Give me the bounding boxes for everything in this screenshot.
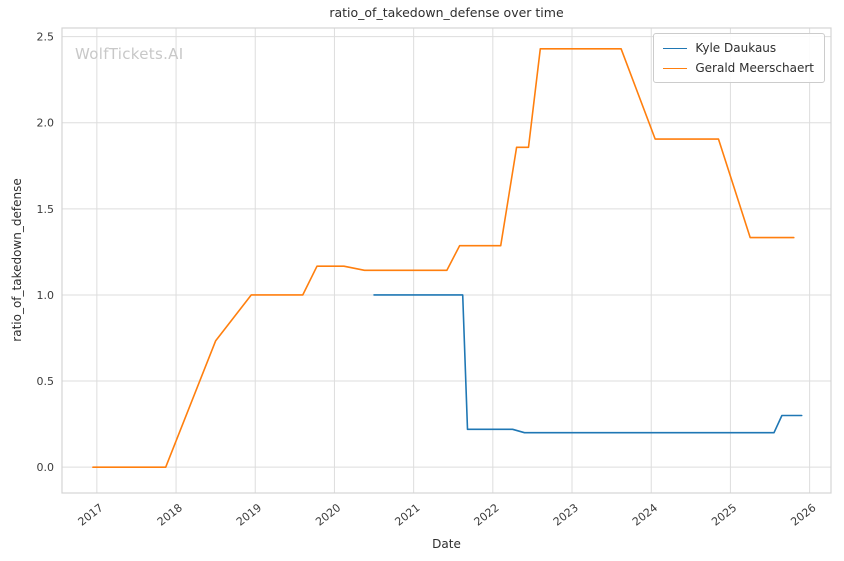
chart-title: ratio_of_takedown_defense over time — [329, 5, 564, 20]
watermark: WolfTickets.AI — [75, 45, 184, 63]
svg-text:2023: 2023 — [551, 501, 581, 528]
svg-text:2017: 2017 — [76, 501, 106, 528]
legend-label: Gerald Meerschaert — [695, 61, 814, 75]
legend-line-swatch-blue — [663, 47, 688, 49]
svg-text:2.5: 2.5 — [37, 31, 55, 44]
x-axis-label: Date — [432, 537, 461, 551]
svg-text:2025: 2025 — [709, 501, 739, 528]
svg-text:2021: 2021 — [392, 501, 422, 528]
legend: Kyle Daukaus Gerald Meerschaert — [653, 33, 825, 83]
svg-text:0.0: 0.0 — [37, 461, 55, 474]
legend-line-swatch-orange — [663, 67, 688, 69]
svg-text:2020: 2020 — [313, 501, 343, 528]
svg-text:1.5: 1.5 — [37, 203, 55, 216]
legend-entry-kyle-daukaus: Kyle Daukaus — [663, 41, 814, 55]
svg-text:2019: 2019 — [234, 501, 264, 528]
svg-text:2018: 2018 — [155, 501, 185, 528]
svg-text:2022: 2022 — [472, 501, 502, 528]
svg-text:2024: 2024 — [630, 501, 660, 528]
legend-entry-gerald-meerschaert: Gerald Meerschaert — [663, 61, 814, 75]
svg-text:1.0: 1.0 — [37, 289, 55, 302]
svg-text:0.5: 0.5 — [37, 375, 55, 388]
svg-text:2026: 2026 — [788, 501, 818, 528]
svg-text:2.0: 2.0 — [37, 117, 55, 130]
legend-label: Kyle Daukaus — [695, 41, 777, 55]
y-axis-label: ratio_of_takedown_defense — [10, 178, 24, 342]
